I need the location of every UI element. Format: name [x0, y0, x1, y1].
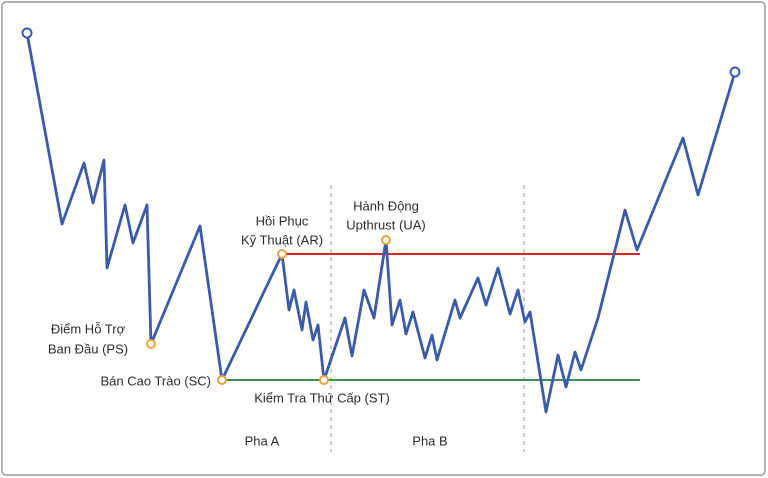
price-line: [25, 32, 737, 414]
annotation: Hồi Phục: [256, 213, 309, 228]
phase-label: Pha A: [245, 433, 280, 448]
annotation: Kỹ Thuật (AR): [241, 232, 323, 247]
annotation: Kiểm Tra Thứ Cấp (ST): [254, 390, 390, 405]
start-point: [21, 27, 33, 39]
event-point: [146, 339, 156, 349]
event-point: [319, 375, 329, 385]
end-point: [729, 66, 741, 78]
event-point: [217, 375, 227, 385]
annotation: Upthrust (UA): [346, 217, 425, 232]
event-point: [277, 249, 287, 259]
phase-label: Pha B: [412, 433, 447, 448]
event-point: [381, 235, 391, 245]
annotation: Bán Cao Trào (SC): [100, 373, 211, 388]
annotation: Hành Động: [353, 198, 419, 213]
annotation: Ban Đầu (PS): [48, 341, 128, 356]
annotation: Điểm Hỗ Trợ: [51, 321, 126, 336]
